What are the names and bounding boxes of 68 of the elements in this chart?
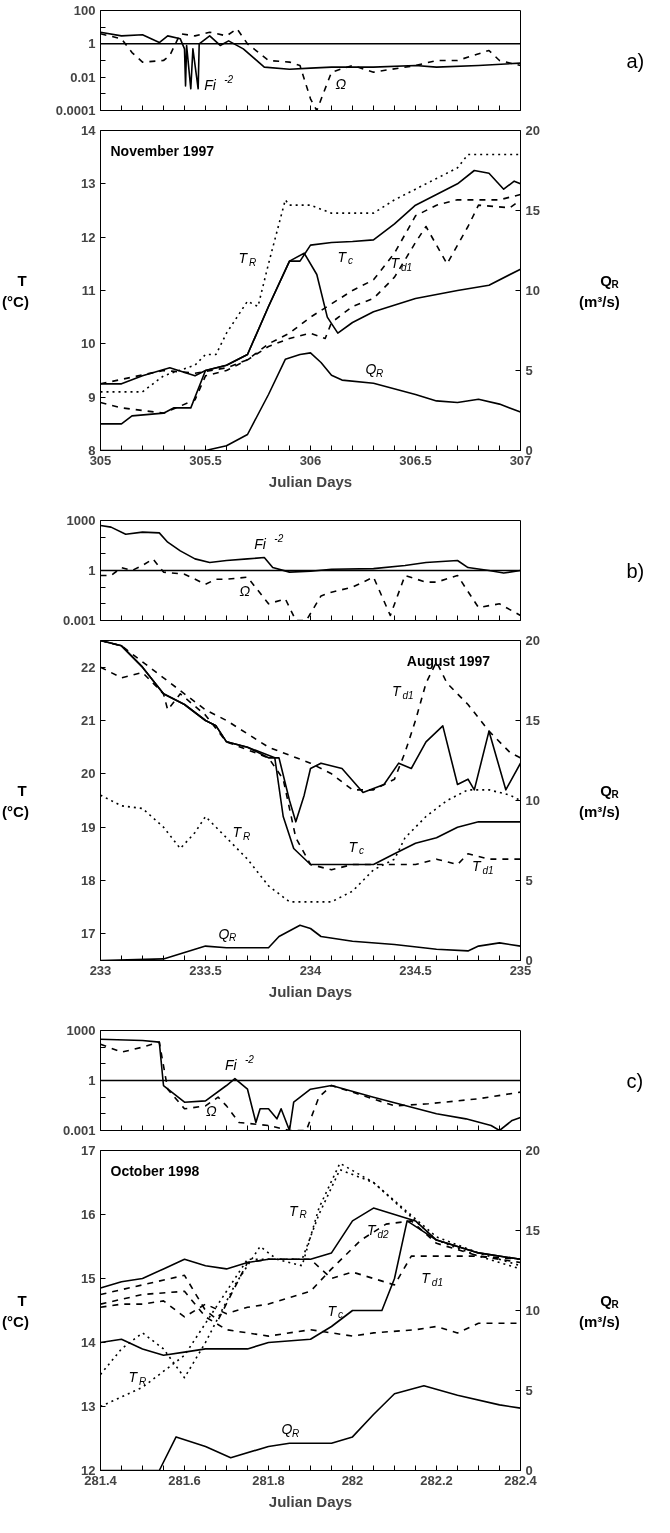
y-tick-label: 1000 bbox=[66, 513, 96, 528]
y-tick-label: 17 bbox=[81, 1143, 96, 1158]
y-tick-label: 1 bbox=[88, 1073, 96, 1088]
x-tick-label: 233.5 bbox=[189, 962, 222, 978]
y2-tick-label: 20 bbox=[525, 633, 540, 648]
x-axis-title: Julian Days bbox=[268, 1492, 353, 1510]
annotation: October 1998 bbox=[110, 1162, 200, 1179]
y-tick-label: 15 bbox=[81, 1271, 96, 1286]
annotation: Fi-2 bbox=[204, 74, 234, 93]
y-tick-label: 1 bbox=[88, 563, 96, 578]
x-tick-label: 305.5 bbox=[189, 452, 222, 468]
text: c) bbox=[626, 1069, 644, 1092]
y-tick-label: 11 bbox=[81, 283, 96, 298]
annotation: Ω bbox=[335, 76, 347, 93]
y-tick-label: 14 bbox=[81, 1335, 97, 1350]
y-tick-label: 16 bbox=[81, 1207, 96, 1222]
y-tick-label: 0.0001 bbox=[55, 103, 96, 118]
y-tick-label: 13 bbox=[81, 1399, 96, 1414]
y2-tick-label: 5 bbox=[525, 873, 533, 888]
y2-tick-label: 10 bbox=[525, 1303, 540, 1318]
x-axis-title: Julian Days bbox=[268, 982, 353, 1000]
x-tick-label: 234 bbox=[299, 962, 323, 978]
y-tick-label: 22 bbox=[81, 659, 96, 675]
x-tick-label: 306.5 bbox=[399, 452, 432, 468]
annotation: August 1997 bbox=[406, 652, 491, 669]
y2-tick-label: 20 bbox=[525, 1143, 540, 1158]
annotation: November 1997 bbox=[110, 142, 215, 159]
y2-tick-label: 15 bbox=[525, 1223, 540, 1238]
y-tick-label: 20 bbox=[81, 766, 96, 782]
x-axis-title: Julian Days bbox=[268, 472, 353, 490]
y-tick-label: 17 bbox=[81, 926, 96, 942]
y-tick-label: 1000 bbox=[66, 1023, 96, 1038]
x-tick-label: 233 bbox=[89, 962, 112, 978]
annotation: Fi-2 bbox=[224, 1054, 255, 1073]
y-tick-label: 0.001 bbox=[62, 1123, 96, 1138]
text: a) bbox=[626, 49, 645, 72]
y-axis-title: T (°C) bbox=[2, 271, 29, 310]
annotation: Ω bbox=[239, 583, 251, 600]
x-tick-label: 282.2 bbox=[420, 1472, 453, 1488]
y-tick-label: 21 bbox=[81, 713, 96, 728]
y-tick-label: 10 bbox=[81, 336, 96, 352]
x-tick-label: 281.8 bbox=[252, 1472, 285, 1488]
y-tick-label: 13 bbox=[81, 176, 96, 192]
x-tick-label: 281.6 bbox=[168, 1472, 201, 1488]
y2-tick-label: 10 bbox=[525, 793, 540, 808]
y-axis-title: T (°C) bbox=[2, 781, 29, 820]
y-tick-label: 19 bbox=[81, 819, 96, 835]
annotation: Ω bbox=[206, 1103, 218, 1120]
y-tick-label: 18 bbox=[81, 873, 96, 888]
y2-tick-label: 5 bbox=[525, 363, 533, 378]
y2-tick-label: 20 bbox=[525, 123, 540, 138]
y-tick-label: 0.01 bbox=[70, 69, 96, 85]
y-tick-label: 12 bbox=[81, 229, 96, 245]
y-tick-label: 14 bbox=[81, 123, 97, 138]
y-axis-title: T (°C) bbox=[2, 1291, 29, 1330]
y-tick-label: 100 bbox=[73, 3, 96, 18]
x-tick-label: 234.5 bbox=[399, 962, 432, 978]
annotation: Fi-2 bbox=[254, 532, 284, 552]
text: b) bbox=[626, 559, 645, 582]
y-tick-label: 9 bbox=[88, 389, 96, 405]
y2-tick-label: 15 bbox=[525, 713, 540, 728]
y2-tick-label: 5 bbox=[525, 1383, 533, 1398]
y-tick-label: 0.001 bbox=[62, 613, 96, 628]
y2-tick-label: 10 bbox=[525, 283, 540, 298]
x-tick-label: 282 bbox=[341, 1472, 364, 1488]
y2-tick-label: 15 bbox=[525, 203, 540, 218]
x-tick-label: 306 bbox=[299, 452, 322, 468]
y-tick-label: 1 bbox=[88, 36, 96, 52]
